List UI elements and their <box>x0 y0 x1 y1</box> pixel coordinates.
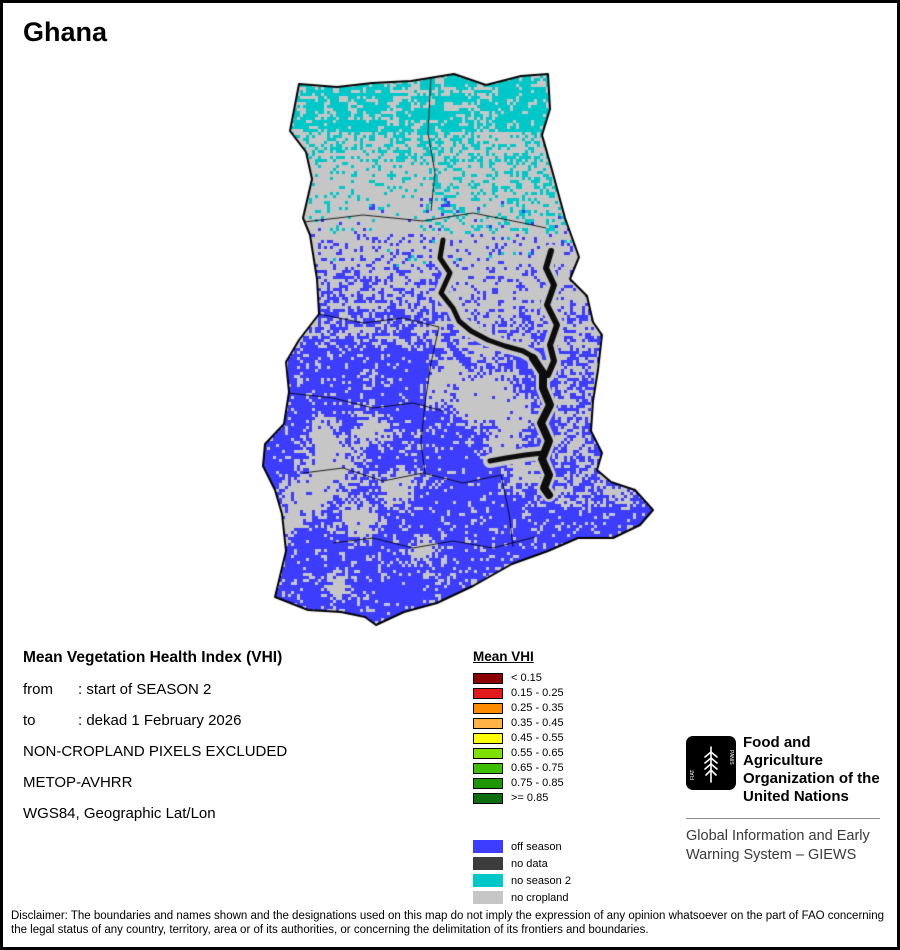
legend-row: 0.35 - 0.45 <box>473 717 673 729</box>
legend-label: 0.35 - 0.45 <box>511 717 564 729</box>
legend-label: 0.15 - 0.25 <box>511 687 564 699</box>
info-line-projection: WGS84, Geographic Lat/Lon <box>23 805 216 822</box>
giews-text: Global Information and Early Warning Sys… <box>686 827 886 865</box>
legend-swatch <box>473 891 503 904</box>
legend-label: no data <box>511 857 548 870</box>
legend-class-list: < 0.15 0.15 - 0.25 0.25 - 0.35 0.35 - 0.45 0… <box>473 672 673 804</box>
info-line-noncropland: NON-CROPLAND PIXELS EXCLUDED <box>23 743 288 760</box>
page-title: Ghana <box>23 17 108 47</box>
legend-label: >= 0.85 <box>511 792 549 804</box>
disclaimer-text: Disclaimer: The boundaries and names sho… <box>11 910 885 936</box>
legend-row: 0.75 - 0.85 <box>473 777 673 789</box>
legend-label: < 0.15 <box>511 672 542 684</box>
info-label-from: from <box>23 681 53 698</box>
fao-logo-motto-right: PANIS <box>728 750 734 765</box>
legend-row: 0.25 - 0.35 <box>473 702 673 714</box>
info-heading: Mean Vegetation Health Index (VHI) <box>23 649 283 666</box>
legend-row: >= 0.85 <box>473 792 673 804</box>
legend-label: 0.55 - 0.65 <box>511 747 564 759</box>
giews-line1: Global Information and Early <box>686 828 870 844</box>
info-line-sensor: METOP-AVHRR <box>23 774 133 791</box>
legend-label: 0.65 - 0.75 <box>511 762 564 774</box>
legend-swatch <box>473 777 503 789</box>
fao-logo: FIAT PANIS <box>686 736 736 790</box>
legend-swatch <box>473 840 503 853</box>
fao-name: Food and Agriculture Organization of the… <box>743 734 886 806</box>
legend-label: 0.75 - 0.85 <box>511 777 564 789</box>
legend-row: no data <box>473 857 673 870</box>
legend-swatch <box>473 747 503 759</box>
info-value-to: : dekad 1 February 2026 <box>78 712 242 729</box>
fao-name-line3: United Nations <box>743 788 849 805</box>
info-label-to: to <box>23 712 36 729</box>
legend-swatch <box>473 857 503 870</box>
legend-swatch <box>473 702 503 714</box>
legend-title: Mean VHI <box>473 649 534 664</box>
legend-label: off season <box>511 840 562 853</box>
legend-swatch <box>473 792 503 804</box>
map-info-block: Mean Vegetation Health Index (VHI) from:… <box>23 649 443 836</box>
ghana-vhi-map <box>243 63 663 643</box>
info-row-from: from : start of SEASON 2 <box>23 681 443 698</box>
info-row-to: to : dekad 1 February 2026 <box>23 712 443 729</box>
legend-swatch <box>473 762 503 774</box>
legend-swatch <box>473 672 503 684</box>
legend-swatch <box>473 874 503 887</box>
legend-row: 0.15 - 0.25 <box>473 687 673 699</box>
legend-row: < 0.15 <box>473 672 673 684</box>
legend-swatch <box>473 717 503 729</box>
legend-row: off season <box>473 840 673 853</box>
fao-divider <box>686 818 880 819</box>
legend-row: 0.45 - 0.55 <box>473 732 673 744</box>
legend-row: 0.65 - 0.75 <box>473 762 673 774</box>
legend-category-list: off season no data no season 2 no cropland <box>473 840 673 904</box>
giews-line2: Warning System – GIEWS <box>686 847 857 863</box>
info-value-from: : start of SEASON 2 <box>78 681 212 698</box>
legend-label: 0.25 - 0.35 <box>511 702 564 714</box>
legend-swatch <box>473 732 503 744</box>
fao-block: FIAT PANIS Food and Agriculture Organiza… <box>686 734 886 865</box>
fao-logo-motto-left: FIAT <box>690 770 696 780</box>
legend-swatch <box>473 687 503 699</box>
legend: Mean VHI < 0.15 0.15 - 0.25 0.25 - 0.35 0.3… <box>473 649 673 908</box>
legend-label: no season 2 <box>511 874 571 887</box>
fao-name-line2: Organization of the <box>743 770 880 787</box>
legend-label: no cropland <box>511 891 569 904</box>
legend-label: 0.45 - 0.55 <box>511 732 564 744</box>
legend-row: no cropland <box>473 891 673 904</box>
legend-row: no season 2 <box>473 874 673 887</box>
fao-name-line1: Food and Agriculture <box>743 734 824 769</box>
legend-row: 0.55 - 0.65 <box>473 747 673 759</box>
